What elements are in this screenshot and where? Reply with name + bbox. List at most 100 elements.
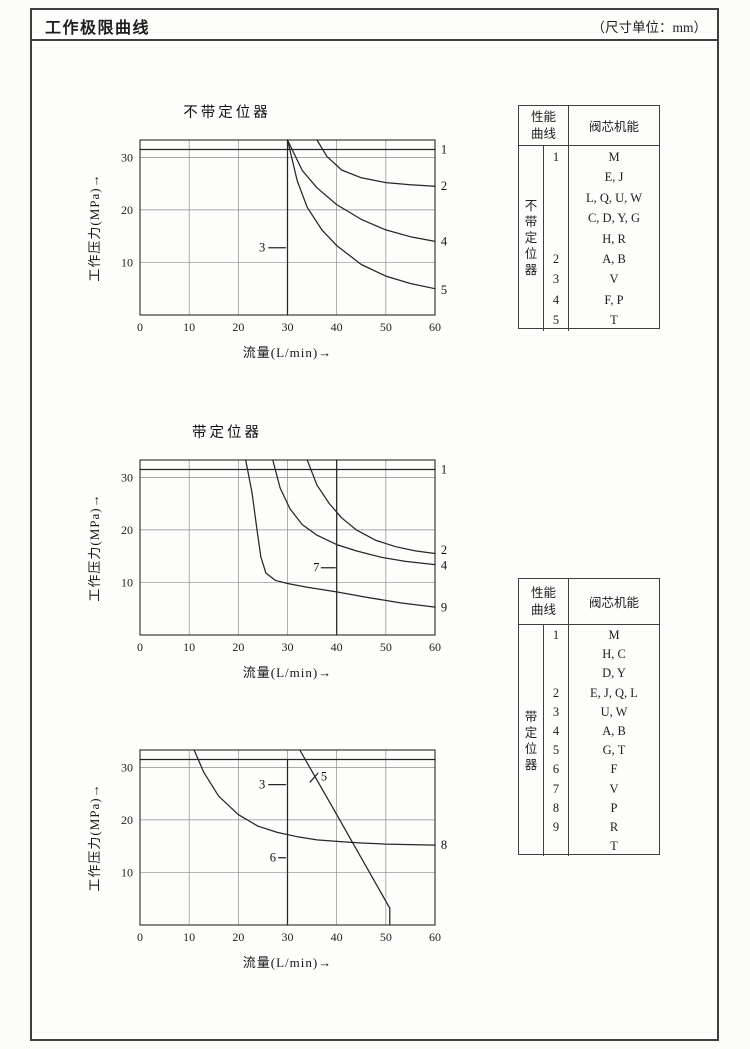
curve-label: 6 [270,851,276,865]
unit-note: （尺寸单位：mm） [591,20,707,35]
spool-codes: D, Y [602,666,626,681]
curve-label: 1 [441,462,447,476]
spool-codes: A, B [602,251,626,266]
spool-codes: C, D, Y, G [587,211,641,226]
spool-codes: H, C [602,647,626,662]
y-tick-label: 20 [121,813,133,827]
curve-number: 5 [552,743,560,758]
x-tick-label: 20 [232,930,244,944]
curve-number [544,645,568,664]
spool-codes: V [609,781,619,796]
spool-codes: R [609,819,619,834]
spool-codes: V [609,272,619,287]
y-tick-label: 30 [121,470,133,484]
curve-number [544,229,568,249]
y-tick-label: 10 [121,865,133,879]
curve-label: 4 [441,559,448,573]
spool-codes: P [610,800,618,815]
curve-8 [193,749,436,846]
curve-number: 4 [552,292,560,307]
spool-column: M E, J L, Q, U, W C, D, Y, G H, R A, B V F, P T [569,146,659,331]
curve-number: 2 [552,685,560,700]
curve-number: 2 [552,251,560,266]
y-tick-label: 20 [121,203,133,217]
x-tick-label: 20 [232,640,244,654]
curve-9 [245,459,436,608]
x-tick-label: 40 [331,320,343,334]
page-header: 工作极限曲线 （尺寸单位：mm） [30,8,719,41]
curve-number: 6 [552,762,560,777]
spool-codes: H, R [602,231,626,246]
curve-number: 3 [552,704,560,719]
y-axis-label: 工作压力(MPa)→ [87,783,102,891]
curve-number: 7 [552,781,560,796]
x-tick-label: 60 [429,320,441,334]
table-group-label: 带定位器 [519,625,544,857]
x-tick-label: 0 [137,930,143,944]
x-tick-label: 50 [380,320,392,334]
x-tick-label: 30 [282,930,294,944]
spool-codes: F, P [604,292,624,307]
curve-label: 1 [441,142,447,156]
page-title: 工作极限曲线 [45,20,151,37]
curve-label: 9 [441,601,447,615]
x-tick-label: 10 [183,930,195,944]
x-tick-label: 10 [183,640,195,654]
chart-title: 带定位器 [192,424,262,441]
x-tick-label: 0 [137,320,143,334]
curve-4 [286,139,436,243]
curve-number-column: 1 2 3 4 5 6 7 8 9 [544,625,569,857]
x-axis-label: 流量(L/min)→ [243,955,332,970]
curve-label: 7 [313,561,319,575]
curve-label: 3 [259,241,265,255]
x-axis-label: 流量(L/min)→ [243,345,332,360]
spool-codes: E, J, Q, L [590,685,638,700]
x-tick-label: 40 [331,930,343,944]
x-tick-label: 60 [429,930,441,944]
curve-label-pointer [309,772,319,783]
x-tick-label: 50 [380,640,392,654]
y-axis-label: 工作压力(MPa)→ [87,173,102,281]
curve-4 [272,459,436,566]
plot-frame [139,459,436,636]
curve-number: 1 [552,628,560,642]
spool-table-with-detent: 性能曲线 阀芯机能 带定位器 1 2 3 4 5 6 7 8 9 M H, C D, Y E, J, Q, L… [518,578,660,857]
x-tick-label: 60 [429,640,441,654]
x-tick-label: 40 [331,640,343,654]
spool-codes: M [608,150,620,164]
x-tick-label: 50 [380,930,392,944]
curve-label: 4 [441,234,448,248]
curve-label: 5 [321,769,327,783]
x-tick-label: 0 [137,640,143,654]
y-tick-label: 30 [121,150,133,164]
x-tick-label: 20 [232,320,244,334]
table-header-spool: 阀芯机能 [569,579,659,625]
curve-5 [299,749,391,926]
curve-number-column: 1 2 3 4 5 [544,146,569,331]
table-header-curve: 性能曲线 [519,106,569,146]
curve-label: 2 [441,179,447,193]
y-tick-label: 10 [121,255,133,269]
curve-5 [286,139,436,290]
curve-number [544,188,568,208]
curve-number [544,167,568,187]
curve-number [544,664,568,683]
curve-label: 5 [441,283,447,297]
curve-number: 9 [552,819,560,834]
spool-codes: E, J [604,170,624,185]
curve-number: 4 [552,723,560,738]
curve-number: 8 [552,800,560,815]
table-header-spool: 阀芯机能 [569,106,659,146]
chart-title: 不带定位器 [183,104,271,121]
curve-label: 3 [259,778,265,792]
curve-number: 5 [552,313,560,328]
x-tick-label: 30 [282,640,294,654]
table-header-curve: 性能曲线 [519,579,569,625]
curve-label: 2 [441,543,447,557]
chart-with-detent-lower: 0 10 20 30 40 50 60 10 20 30 3 5 6 8 流量(L/min)→ 工作压力(MP… [87,749,447,970]
curve-number: 3 [552,272,560,287]
y-tick-label: 30 [121,760,133,774]
curve-number: 1 [552,150,560,164]
